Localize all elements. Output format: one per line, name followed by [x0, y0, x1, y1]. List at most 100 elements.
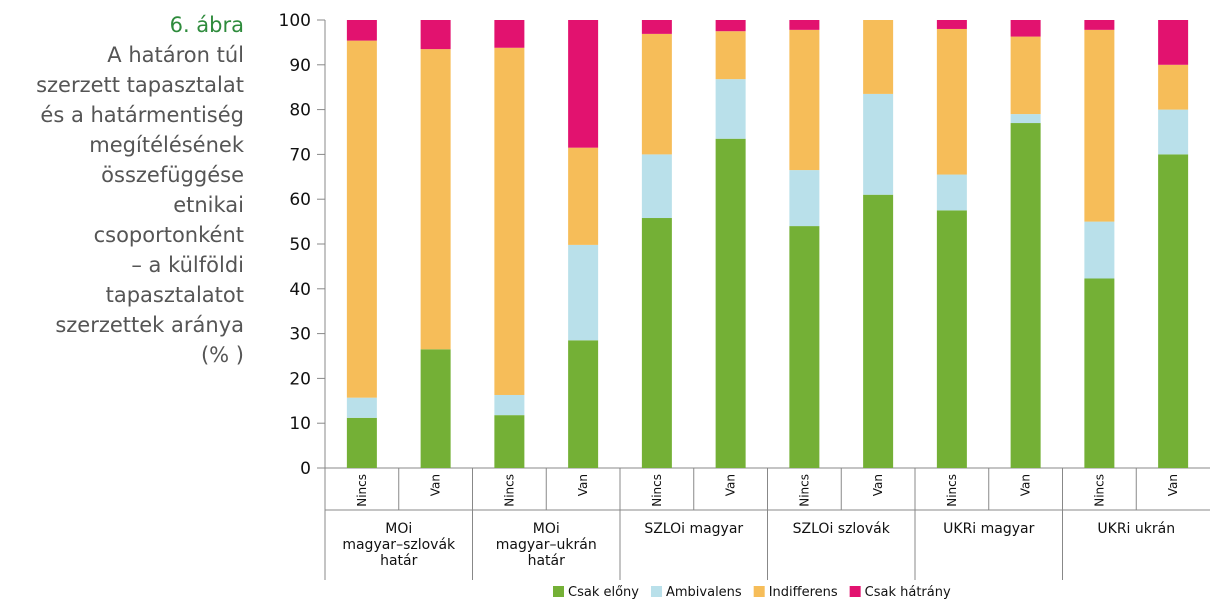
- x-category-label: Nincs: [1092, 474, 1106, 507]
- bar-segment: [1010, 123, 1041, 468]
- group-label: magyar–ukrán: [496, 537, 597, 553]
- group-label: UKRi ukrán: [1097, 521, 1175, 537]
- bar-segment: [715, 20, 746, 32]
- bar-segment: [568, 340, 599, 468]
- figure-title-line: (% ): [200, 343, 244, 367]
- x-category-label: Van: [1019, 474, 1033, 496]
- bar-segment: [863, 194, 894, 468]
- figure-title-line: etnikai: [173, 193, 244, 217]
- legend-swatch: [553, 586, 564, 597]
- figure-title-line: tapasztalatot: [105, 283, 244, 307]
- y-tick-label: 70: [289, 145, 311, 165]
- bar-segment: [789, 170, 820, 227]
- x-category-label: Van: [429, 474, 443, 496]
- figure-title: A határon túl szerzett tapasztalat és a ha…: [0, 40, 244, 370]
- bar-segment: [1158, 109, 1189, 155]
- bar-segment: [641, 154, 672, 219]
- bar-segment: [494, 394, 525, 416]
- bar-segment: [346, 40, 377, 398]
- bar-segment: [789, 226, 820, 468]
- bar-segment: [1158, 20, 1189, 65]
- bar-segment: [641, 218, 672, 468]
- bar-segment: [1084, 278, 1115, 468]
- bar-segment: [715, 138, 746, 468]
- group-label: határ: [380, 553, 418, 569]
- bar-segment: [641, 33, 672, 155]
- figure-title-line: szerzettek aránya: [55, 313, 244, 337]
- bar-segment: [936, 20, 967, 29]
- y-tick-label: 40: [289, 280, 311, 300]
- legend-label: Csak hátrány: [865, 585, 951, 600]
- bar-segment: [1010, 20, 1041, 37]
- bar-segment: [494, 20, 525, 48]
- y-tick-label: 0: [300, 459, 311, 479]
- y-tick-label: 60: [289, 190, 311, 210]
- bar-segment: [1010, 114, 1041, 124]
- bar-segment: [568, 244, 599, 341]
- bar-segment: [1084, 29, 1115, 222]
- figure-number: 6. ábra: [169, 13, 244, 37]
- group-label: MOi: [385, 521, 412, 537]
- figure-title-line: szerzett tapasztalat: [36, 73, 244, 97]
- x-category-label: Van: [724, 474, 738, 496]
- figure-title-line: és a határmentiség: [40, 103, 244, 127]
- figure-title-line: – a külföldi: [131, 253, 244, 277]
- bar-segment: [1158, 154, 1189, 468]
- y-tick-label: 100: [279, 11, 311, 31]
- bar-segment: [715, 79, 746, 139]
- y-tick-label: 10: [289, 414, 311, 434]
- bar-segment: [346, 397, 377, 418]
- bar-segment: [346, 417, 377, 468]
- legend-label: Csak előny: [568, 585, 639, 600]
- bar-segment: [936, 174, 967, 211]
- bar-segment: [1084, 221, 1115, 279]
- bar-segment: [420, 49, 451, 350]
- bar-segment: [1158, 64, 1189, 110]
- bar-segment: [568, 20, 599, 148]
- bar-segment: [936, 28, 967, 175]
- figure-caption: 6. ábra A határon túl szerzett tapasztala…: [0, 10, 244, 370]
- y-tick-label: 20: [289, 369, 311, 389]
- y-tick-label: 50: [289, 235, 311, 255]
- bar-segment: [494, 415, 525, 468]
- bar-segment: [715, 31, 746, 80]
- legend-label: Indifferens: [769, 585, 838, 600]
- legend-label: Ambivalens: [666, 585, 742, 600]
- y-tick-label: 80: [289, 101, 311, 121]
- bar-segment: [863, 20, 894, 94]
- bar-segment: [1010, 36, 1041, 115]
- bar-segment: [789, 20, 820, 30]
- x-category-label: Van: [1166, 474, 1180, 496]
- legend-swatch: [849, 586, 861, 597]
- group-label: határ: [528, 553, 566, 569]
- x-category-label: Nincs: [945, 474, 959, 507]
- figure-title-line: összefüggése: [101, 163, 244, 187]
- x-category-label: Nincs: [650, 474, 664, 507]
- bar-segment: [863, 93, 894, 195]
- bar-segment: [1084, 20, 1115, 30]
- figure-title-line: A határon túl: [107, 43, 244, 67]
- figure-title-line: megítélésének: [89, 133, 244, 157]
- bar-segment: [420, 20, 451, 50]
- x-category-label: Nincs: [355, 474, 369, 507]
- bar-segment: [346, 20, 377, 41]
- group-label: SZLOi szlovák: [793, 521, 891, 537]
- y-tick-label: 90: [289, 56, 311, 76]
- x-category-label: Nincs: [502, 474, 516, 507]
- y-tick-label: 30: [289, 325, 311, 345]
- x-category-label: Nincs: [797, 474, 811, 507]
- group-label: SZLOi magyar: [644, 521, 743, 537]
- group-label: UKRi magyar: [943, 521, 1034, 537]
- group-label: magyar–szlovák: [342, 537, 456, 553]
- bar-segment: [494, 47, 525, 395]
- bar-segment: [568, 147, 599, 245]
- bar-segment: [420, 349, 451, 468]
- group-label: MOi: [533, 521, 560, 537]
- bar-segment: [789, 29, 820, 171]
- legend-swatch: [753, 586, 765, 597]
- x-category-label: Van: [576, 474, 590, 496]
- figure-title-line: csoportonként: [93, 223, 244, 247]
- bar-segment: [641, 20, 672, 34]
- legend-swatch: [650, 586, 662, 597]
